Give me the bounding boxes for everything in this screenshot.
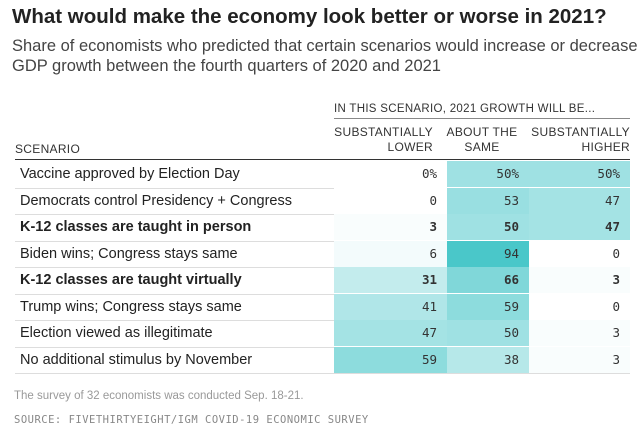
column-header-higher-line1: SUBSTANTIALLY: [526, 125, 630, 140]
cell-same: 66: [447, 267, 529, 293]
cell-lower: 6: [334, 241, 447, 267]
table-row: Democrats control Presidency + Congress 0…: [15, 188, 630, 216]
scenario-label: Vaccine approved by Election Day: [20, 161, 240, 187]
column-header-lower-line2: LOWER: [334, 140, 433, 155]
table-row: No additional stimulus by November 59 38 3: [15, 347, 630, 375]
cell-higher: 3: [529, 347, 630, 373]
cell-same: 53: [447, 188, 529, 214]
cell-same: 59: [447, 294, 529, 320]
source-line: SOURCE: FIVETHIRTYEIGHT/IGM COVID-19 ECO…: [14, 414, 369, 426]
table-row: K-12 classes are taught virtually 31 66 3: [15, 267, 630, 295]
cell-same: 50: [447, 214, 529, 240]
cell-same: 50: [447, 320, 529, 346]
cell-higher: 0: [529, 241, 630, 267]
chart-title: What would make the economy look better …: [12, 5, 607, 29]
cell-higher: 0: [529, 294, 630, 320]
cell-same: 50%: [447, 161, 529, 187]
cell-higher: 50%: [529, 161, 630, 187]
chart-subtitle: Share of economists who predicted that c…: [12, 36, 640, 76]
scenario-label: K-12 classes are taught virtually: [20, 267, 242, 293]
scenario-label: Democrats control Presidency + Congress: [20, 188, 292, 214]
scenario-label: Biden wins; Congress stays same: [20, 241, 238, 267]
column-header-higher-line2: HIGHER: [526, 140, 630, 155]
cell-lower: 0%: [334, 161, 447, 187]
column-header-lower-line1: SUBSTANTIALLY: [334, 125, 433, 140]
table-row: Trump wins; Congress stays same 41 59 0: [15, 294, 630, 322]
column-group-label: IN THIS SCENARIO, 2021 GROWTH WILL BE...: [334, 103, 630, 119]
cell-lower: 31: [334, 267, 447, 293]
cell-lower: 47: [334, 320, 447, 346]
scenario-column-header: SCENARIO: [15, 142, 80, 156]
column-header-lower: SUBSTANTIALLY LOWER: [334, 125, 433, 155]
cell-lower: 41: [334, 294, 447, 320]
table-row: K-12 classes are taught in person 3 50 47: [15, 214, 630, 242]
cell-higher: 47: [529, 188, 630, 214]
column-header-same-line2: SAME: [440, 140, 524, 155]
header-divider: [15, 159, 630, 160]
cell-same: 94: [447, 241, 529, 267]
table-row: Vaccine approved by Election Day 0% 50% 50%: [15, 161, 630, 189]
scenario-label: K-12 classes are taught in person: [20, 214, 251, 240]
column-header-higher: SUBSTANTIALLY HIGHER: [526, 125, 630, 155]
column-header-same-line1: ABOUT THE: [440, 125, 524, 140]
scenario-label: No additional stimulus by November: [20, 347, 252, 373]
scenario-label: Election viewed as illegitimate: [20, 320, 213, 346]
cell-lower: 3: [334, 214, 447, 240]
scenario-label: Trump wins; Congress stays same: [20, 294, 242, 320]
table-row: Election viewed as illegitimate 47 50 3: [15, 320, 630, 348]
cell-lower: 0: [334, 188, 447, 214]
table-row: Biden wins; Congress stays same 6 94 0: [15, 241, 630, 269]
cell-higher: 47: [529, 214, 630, 240]
footnote: The survey of 32 economists was conducte…: [14, 390, 304, 402]
cell-lower: 59: [334, 347, 447, 373]
cell-same: 38: [447, 347, 529, 373]
cell-higher: 3: [529, 320, 630, 346]
column-header-same: ABOUT THE SAME: [440, 125, 524, 155]
cell-higher: 3: [529, 267, 630, 293]
